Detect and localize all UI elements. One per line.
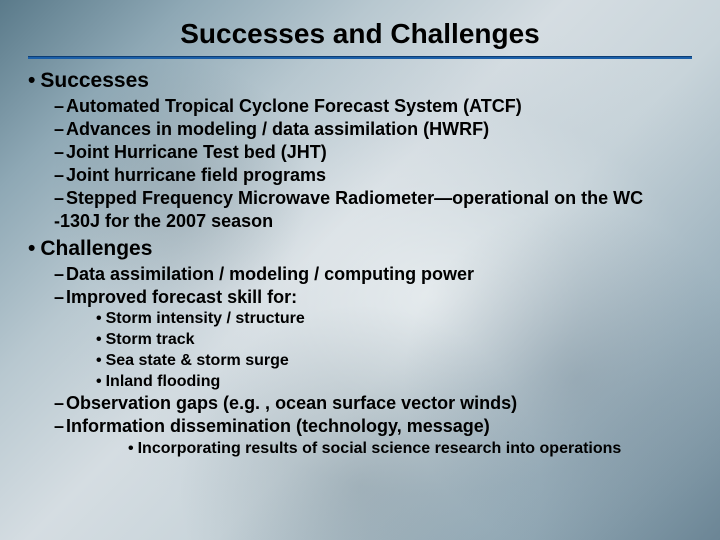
bullet-l1: Joint Hurricane Test bed (JHT) [54,141,692,164]
bullet-l2: Storm intensity / structure [96,309,692,330]
bullet-l1: Data assimilation / modeling / computing… [54,263,692,286]
bullet-l2: Inland flooding [96,372,692,393]
bullet-l1: Stepped Frequency Microwave Radiometer—o… [54,187,692,233]
bullet-l1: Information dissemination (technology, m… [54,415,692,438]
slide-title: Successes and Challenges [28,18,692,50]
title-horizontal-rule [28,56,692,59]
bullet-l1: Joint hurricane field programs [54,164,692,187]
slide-content: Successes and Challenges Successes Autom… [0,0,720,459]
bullet-l1: Improved forecast skill for: [54,286,692,309]
bullet-l1: Observation gaps (e.g. , ocean surface v… [54,392,692,415]
bullet-l1: Automated Tropical Cyclone Forecast Syst… [54,95,692,118]
bullet-l2: Storm track [96,330,692,351]
bullet-l2: Sea state & storm surge [96,351,692,372]
bullet-l1: Advances in modeling / data assimilation… [54,118,692,141]
slide: Successes and Challenges Successes Autom… [0,0,720,540]
heading-successes: Successes [28,69,692,93]
bullet-l3: Incorporating results of social science … [128,439,692,460]
heading-challenges: Challenges [28,237,692,261]
